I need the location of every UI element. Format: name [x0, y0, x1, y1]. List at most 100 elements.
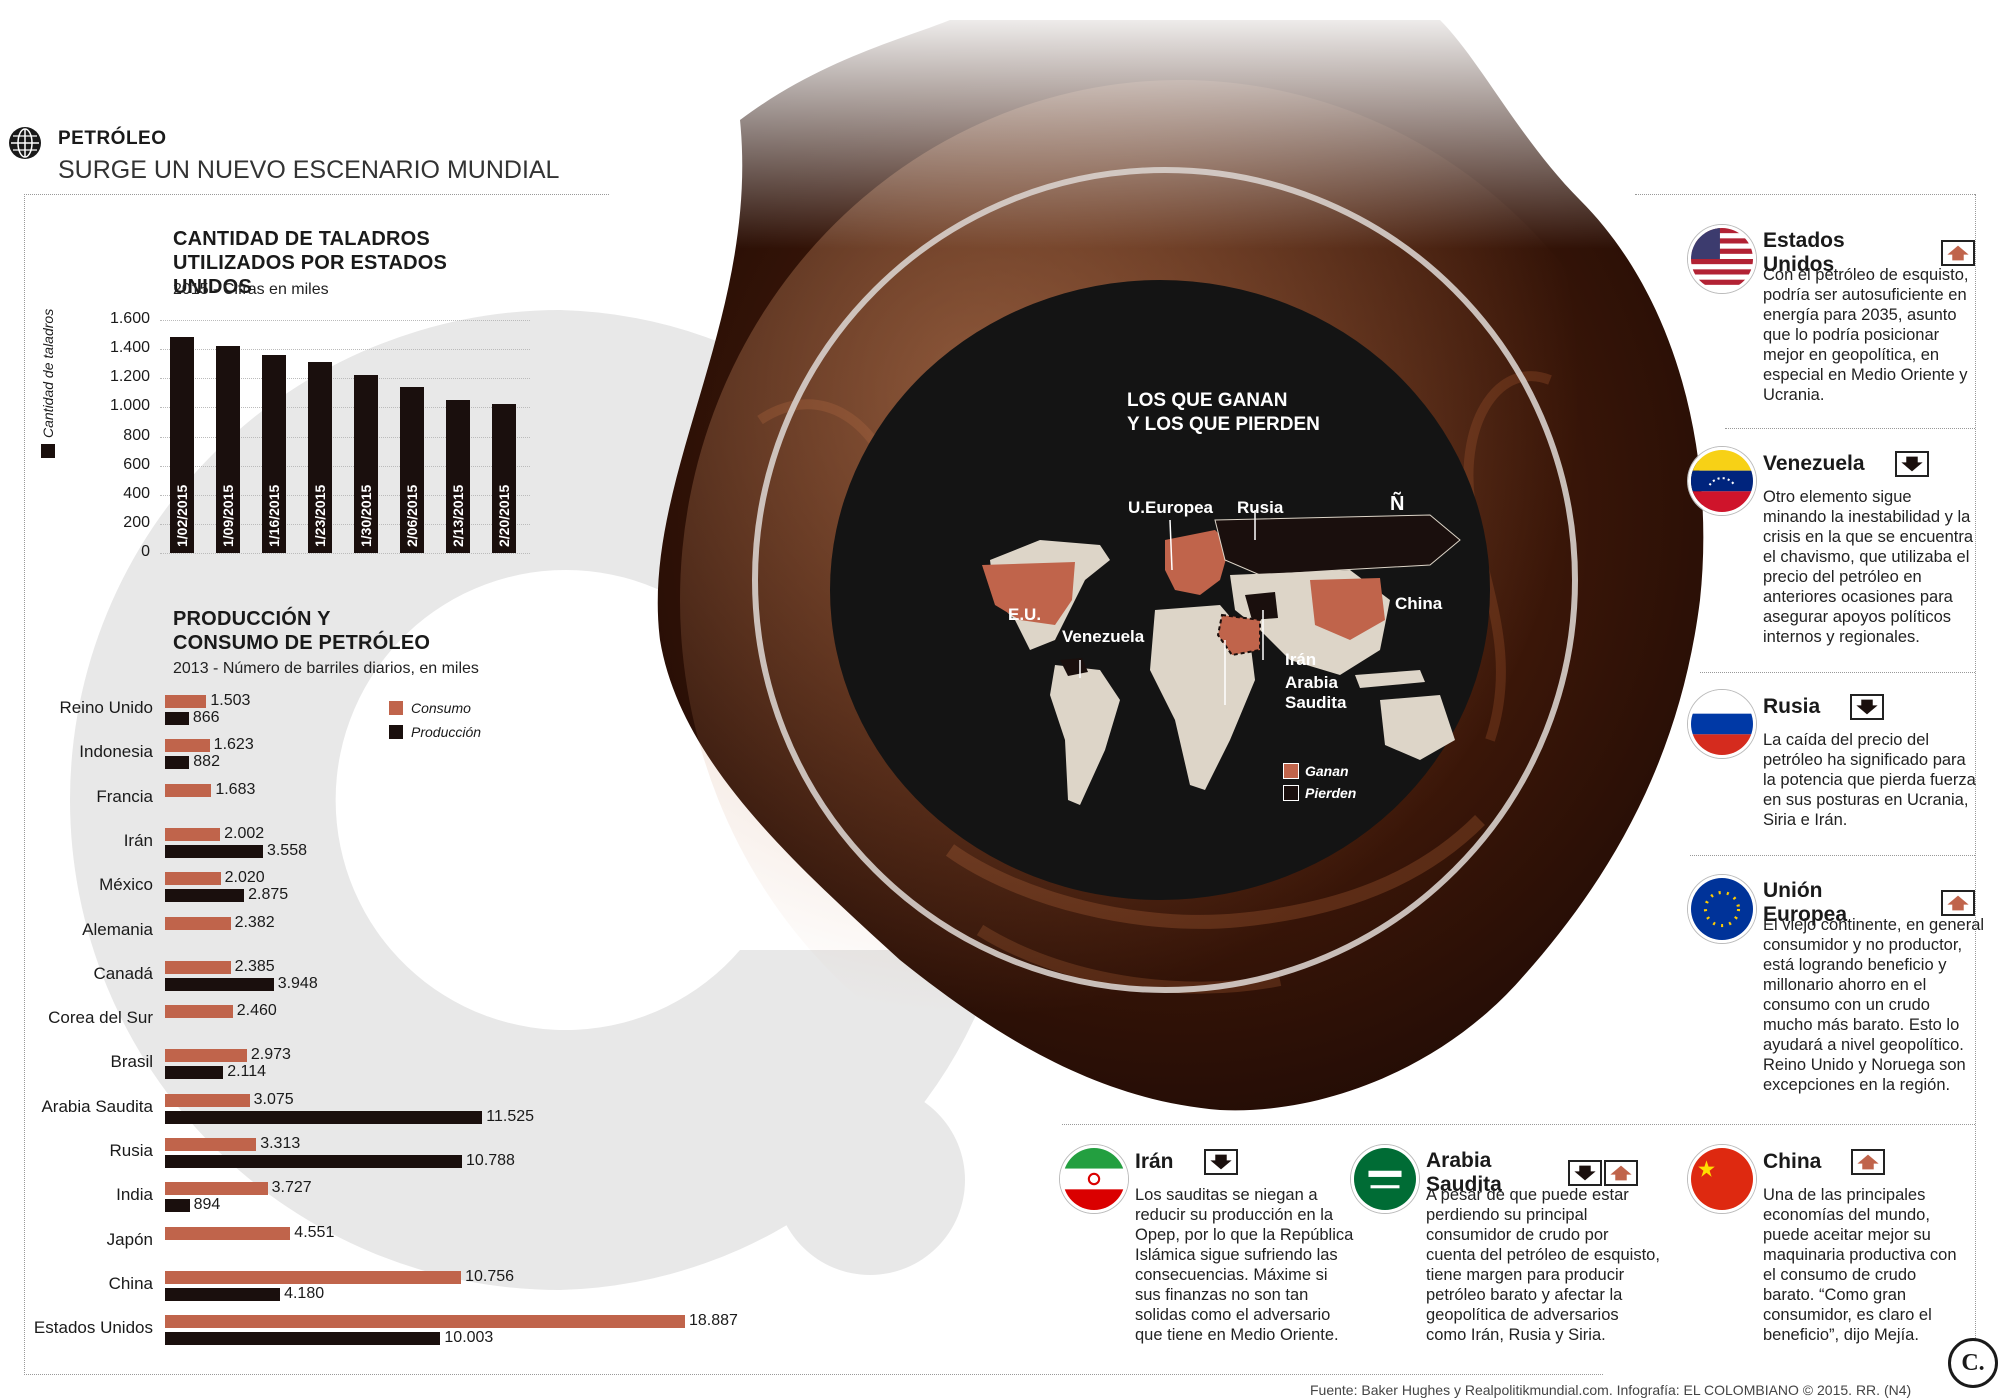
chart1-plot: 0 200 400 600 800 1.000 1.200 1.400 1.600 1/02/20…: [90, 310, 550, 570]
country-card-title: Unión Europea: [1763, 879, 1848, 926]
chart1-ytick: 1.400: [109, 339, 150, 357]
chart1-bar-label: 1/02/2015: [174, 484, 190, 547]
country-card-header: Estados Unidos: [1763, 229, 1975, 277]
country-card-text-line: millonario ahorro en el: [1763, 976, 1927, 994]
chart1-gridline: [160, 320, 530, 321]
chart2-bar-consumo: [165, 827, 221, 841]
chart1-bar: 2/20/2015: [492, 404, 516, 553]
country-card-header: Rusia: [1763, 694, 1885, 720]
frame-right-border: [1975, 194, 1976, 1374]
chart2-value-consumo: 2.973: [250, 1046, 291, 1064]
country-card-text-line: precio del petróleo en: [1763, 568, 1922, 586]
chart2-value-produccion: 3.558: [266, 841, 307, 859]
chart1-subtitle: 2015 - Cifras en miles: [173, 281, 329, 298]
chart2-country-label: Indonesia: [79, 742, 153, 762]
map-label-north: Ñ: [1390, 493, 1405, 515]
chart1-ytick: 0: [141, 543, 150, 560]
chart1-gridline: [160, 494, 530, 496]
country-card-text-line: reducir su producción en la: [1135, 1206, 1334, 1224]
chart2-value-produccion: 3.948: [277, 974, 318, 992]
chart2-value-consumo: 1.623: [213, 736, 254, 754]
chart2-subtitle: 2013 - Número de barriles diarios, en mi…: [173, 660, 479, 677]
map-russia: [1214, 514, 1461, 576]
card-separator-2: [1700, 672, 1975, 673]
chart1-bar: 1/02/2015: [170, 337, 194, 553]
country-card-text: A pesar de que puede estar perdiendo su p…: [1426, 1185, 1660, 1345]
country-card-title: Irán: [1135, 1150, 1174, 1173]
map-label-venezuela: Venezuela: [1062, 627, 1145, 646]
country-card-text: La caída del precio del petróleo ha signi…: [1763, 730, 1978, 830]
country-card-text-line: solidas como el adversario: [1135, 1306, 1331, 1324]
map-label-arabia-line2: Saudita: [1285, 693, 1347, 712]
country-card-text: Con el petróleo de esquisto, podría ser a…: [1763, 265, 1978, 405]
chart2-bar-produccion: [165, 1066, 224, 1080]
country-card-text-line: que lo podría posicionar: [1763, 326, 1940, 344]
map-title: LOS QUE GANAN Y LOS QUE PIERDEN: [1127, 389, 1320, 437]
chart2-bar-produccion: [165, 712, 189, 725]
card-separator-4: [1062, 1124, 1975, 1125]
chart2-bar-consumo: [165, 1093, 250, 1107]
header-kicker: PETRÓLEO: [58, 128, 167, 149]
chart2-bar-produccion: [165, 844, 263, 858]
map-indonesia: [1355, 670, 1425, 688]
country-card-header: Unión Europea: [1763, 879, 1975, 927]
trend-up-icon: [1604, 1160, 1638, 1186]
chart1-bar-label: 2/06/2015: [404, 484, 420, 547]
chart1-ytick: 200: [123, 513, 150, 531]
country-card-text-line: mejor en geopolítica, en: [1763, 346, 1940, 364]
country-card-text: Los sauditas se niegan a reducir su produ…: [1135, 1185, 1353, 1345]
map-china: [1310, 578, 1385, 640]
chart1-gridline: [160, 407, 530, 409]
chart1-bar: 1/16/2015: [262, 354, 286, 553]
country-card-text-line: consumidor y no productor,: [1763, 936, 1963, 954]
chart2-bar-produccion: [165, 977, 274, 991]
country-card-header: Venezuela: [1763, 451, 1929, 477]
trend-down-icon: [1894, 451, 1929, 477]
chart1-bar: 1/23/2015: [308, 362, 332, 553]
chart2-value-consumo: 2.460: [236, 1002, 277, 1020]
country-card-text-line: barato. “Como gran: [1763, 1286, 1907, 1304]
country-flag-icon: [1688, 225, 1756, 293]
country-card-text-line: mucho más barato. Esto lo: [1763, 1016, 1960, 1034]
map-south-america: [1050, 665, 1120, 805]
chart1-bar: 2/13/2015: [446, 400, 470, 553]
country-flag-icon: [1351, 1145, 1419, 1213]
country-flag-icon: [1688, 690, 1756, 758]
legend-consumo-swatch: [389, 701, 403, 715]
country-card-text-line: Ucrania.: [1763, 386, 1825, 404]
trend-up-icon: [1851, 1149, 1886, 1175]
map-usa: [982, 562, 1075, 625]
country-card-text-line: anteriores ocasiones para: [1763, 588, 1953, 606]
chart2-country-label: México: [99, 875, 153, 895]
country-card-title: Venezuela: [1763, 452, 1865, 475]
chart1-ylabel-text: Cantidad de taladros: [40, 308, 56, 438]
country-card-title: Estados Unidos: [1763, 229, 1845, 276]
country-card-title: Arabia Saudita: [1426, 1149, 1502, 1196]
country-card-text-line: Otro elemento sigue: [1763, 488, 1912, 506]
map-oceania: [1380, 695, 1455, 760]
map-label-eu: E.U.: [1008, 605, 1042, 624]
country-card-text-line: está logrando beneficio y: [1763, 956, 1947, 974]
chart1-bar-label: 1/23/2015: [312, 484, 328, 547]
country-flag-icon: [1688, 447, 1756, 515]
country-flag-icon: [1688, 1145, 1756, 1213]
chart2-country-label: Brasil: [110, 1052, 153, 1072]
country-flag-icon: [1688, 875, 1756, 943]
country-card-text-line: consumidor de crudo por: [1426, 1226, 1609, 1244]
chart2-value-consumo: 2.002: [224, 824, 265, 842]
frame-top-right: [1635, 194, 1975, 195]
chart1-ytick: 800: [123, 426, 150, 444]
country-card-text-line: el consumo de crudo: [1763, 1266, 1917, 1284]
chart1-ytick: 1.000: [109, 397, 150, 415]
chart2-value-produccion: 10.788: [466, 1152, 515, 1169]
country-card-text-line: Una de las principales: [1763, 1186, 1926, 1204]
country-card-text: Otro elemento sigue minando la inestabili…: [1763, 487, 1978, 647]
map-europe: [1165, 530, 1230, 595]
chart2-bar-produccion: [165, 1332, 441, 1346]
chart2-bar-consumo: [165, 1138, 257, 1151]
chart2-country-label: Canadá: [93, 963, 153, 983]
map-title-line2: Y LOS QUE PIERDEN: [1127, 414, 1320, 435]
chart1-ytick: 400: [123, 484, 150, 502]
country-card-text-line: perdiendo su principal: [1426, 1206, 1588, 1224]
legend-consumo-label: Consumo: [411, 700, 471, 716]
